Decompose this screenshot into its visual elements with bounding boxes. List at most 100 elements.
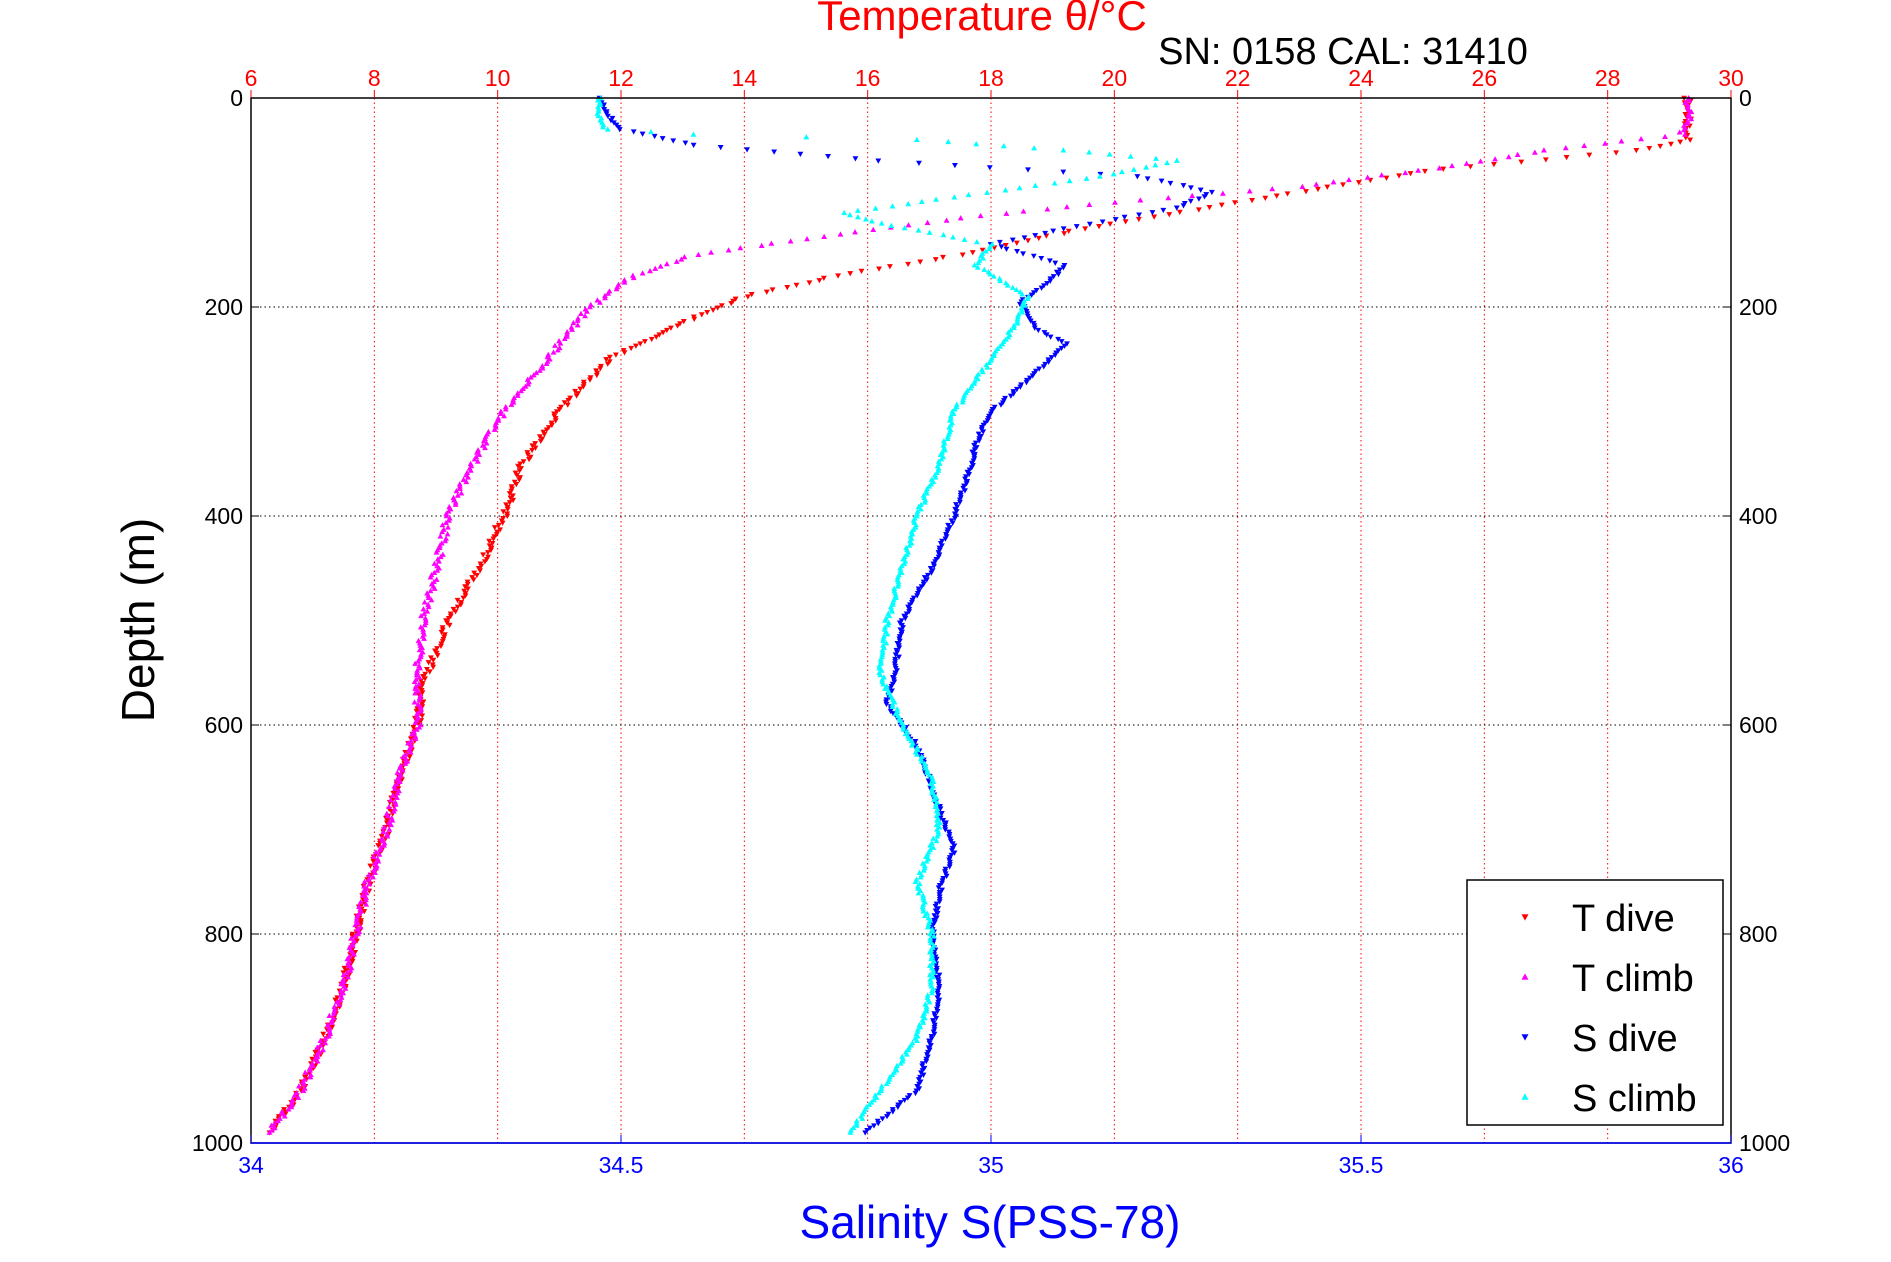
data-point [1058,339,1065,345]
data-point [322,1040,329,1046]
data-point [431,578,437,585]
data-point [431,569,438,576]
data-point [1065,228,1072,235]
data-point [436,558,442,564]
data-point [1009,284,1016,290]
data-point [678,256,685,262]
data-point [525,381,532,387]
data-point [412,719,419,725]
data-point [938,456,945,462]
data-point [367,863,374,869]
data-point [1378,172,1385,178]
data-point [887,264,893,270]
data-point [430,664,437,670]
data-point [497,410,504,416]
data-point [602,295,608,301]
data-point [986,165,993,171]
y-axis-label: Depth (m) [112,518,164,722]
data-point [653,334,660,340]
depth-tick-label-right: 400 [1739,503,1777,529]
data-point [445,524,451,530]
data-point [477,568,483,574]
legend-label: T climb [1572,958,1694,1000]
data-point [361,887,367,894]
data-point [389,817,396,823]
data-point [1396,173,1402,179]
data-point [1158,178,1165,184]
data-point [1686,97,1693,103]
data-point [991,352,997,358]
data-point [878,220,885,226]
data-point [326,1012,333,1019]
legend: T dive T climb S dive S climb [1466,879,1724,1126]
data-point [930,778,937,785]
salinity-tick-label: 34 [238,1152,264,1178]
data-point [1436,165,1443,171]
data-point [481,559,488,565]
data-point [868,218,875,224]
data-point [714,305,721,311]
data-point [787,238,794,244]
data-point [820,275,827,281]
data-point [1152,162,1159,168]
data-point [352,921,359,928]
data-point [1531,149,1538,155]
data-point [1646,145,1653,152]
temperature-tick-label: 24 [1348,65,1374,91]
data-point [858,268,865,275]
data-point [1127,153,1134,159]
data-point [513,481,520,488]
temperature-tick-label: 14 [732,65,758,91]
data-point [932,474,939,480]
data-point [1137,197,1144,203]
data-point [1167,180,1174,187]
data-point [1060,169,1067,175]
data-point [406,754,413,760]
data-point [927,930,933,937]
data-point [883,640,890,646]
data-point [415,701,421,707]
data-point [1135,216,1142,223]
data-point [554,347,561,353]
data-point [668,325,674,331]
data-point [1025,238,1031,244]
data-point [366,881,373,887]
data-point [621,350,628,356]
data-point [1262,195,1269,202]
data-point [852,229,858,235]
data-point [518,388,525,394]
data-point [355,930,362,937]
data-point [1021,302,1028,308]
data-point [279,1110,286,1117]
data-point [1602,140,1609,146]
data-point [605,290,611,296]
data-point [1415,167,1422,173]
data-point [892,594,899,601]
data-point [1586,152,1593,158]
data-point [482,444,488,451]
data-point [543,360,550,367]
data-point [1060,147,1067,153]
data-point [422,676,428,682]
data-point [852,156,859,162]
data-point [616,127,623,133]
data-point [950,410,957,416]
data-point [1613,150,1620,156]
data-point [1657,143,1664,150]
data-point [918,758,925,764]
data-point [922,499,928,505]
data-point [359,892,366,898]
data-point [364,885,370,891]
data-point [408,737,414,744]
data-point [392,785,398,791]
data-point [980,429,987,435]
chart-subtitle: SN: 0158 CAL: 31410 [1158,31,1528,73]
data-point [612,352,619,358]
data-point [784,285,791,291]
data-point [984,364,991,370]
data-point [695,251,702,257]
data-point [913,751,920,757]
data-point [564,333,570,339]
data-point [999,341,1006,347]
data-point [460,595,467,601]
